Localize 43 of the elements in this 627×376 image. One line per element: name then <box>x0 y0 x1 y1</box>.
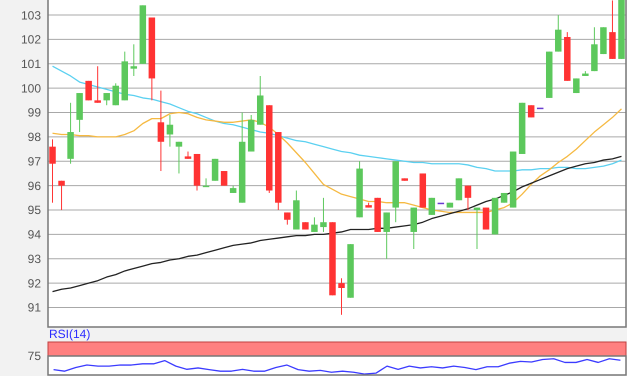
candlestick <box>383 212 390 260</box>
candlestick <box>474 207 480 250</box>
candlestick <box>202 178 210 188</box>
y-tick-label: 94 <box>28 228 42 242</box>
candlestick <box>284 212 291 226</box>
line-series <box>52 108 622 214</box>
line-series <box>52 66 622 172</box>
candlestick <box>130 44 138 76</box>
candlestick <box>428 197 436 216</box>
candlestick <box>94 66 101 104</box>
candlestick <box>220 170 228 186</box>
candlestick <box>482 207 490 230</box>
y-tick-label: 93 <box>28 252 42 266</box>
text: 75 <box>28 349 42 364</box>
y-tick-label: 103 <box>20 8 42 22</box>
candlestick <box>311 216 318 232</box>
candlestick <box>212 158 218 182</box>
candlestick <box>338 278 345 316</box>
y-tick-label: 99 <box>28 106 42 120</box>
candlestick <box>85 80 92 101</box>
y-tick-label: 96 <box>28 178 42 193</box>
candlestick <box>103 92 110 106</box>
candlestick <box>112 82 119 106</box>
candlestick <box>49 138 56 204</box>
candlestick <box>58 180 65 211</box>
y-tick-label: 97 <box>28 154 42 168</box>
y-tick-label: 95 <box>28 203 42 218</box>
candlestick <box>158 90 164 172</box>
candlestick <box>555 14 562 52</box>
candlestick <box>456 178 462 201</box>
y-tick-label: 102 <box>20 32 42 47</box>
candlestick <box>528 104 534 118</box>
candlestick <box>464 185 472 211</box>
y-tick-label: 98 <box>28 130 42 144</box>
y-tick-label: 92 <box>28 276 42 290</box>
y-tick-label: 100 <box>20 81 42 96</box>
candlestick <box>176 141 182 174</box>
line-series <box>52 156 622 292</box>
y-tick-label: 101 <box>20 57 42 71</box>
chart-title: RSI(14) <box>49 327 90 341</box>
candlestick <box>320 197 327 232</box>
y-tick-label: 91 <box>28 300 42 315</box>
candlestick <box>166 114 174 148</box>
